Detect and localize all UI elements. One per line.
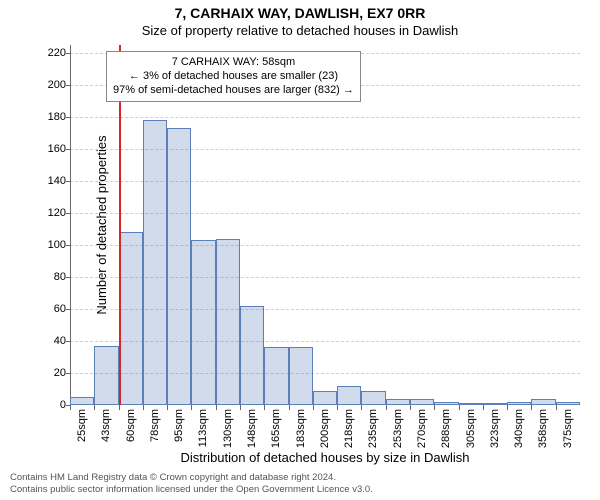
- gridline: [70, 117, 580, 118]
- histogram-bar: [240, 306, 264, 405]
- histogram-bar: [556, 402, 580, 405]
- y-tick-label: 80: [26, 271, 70, 283]
- info-line-2: ← 3% of detached houses are smaller (23): [113, 70, 354, 84]
- y-tick-label: 20: [26, 367, 70, 379]
- x-tick-label: 218sqm: [343, 409, 355, 448]
- x-tick-mark: [386, 405, 387, 410]
- histogram-bar: [119, 232, 143, 405]
- x-tick-mark: [240, 405, 241, 410]
- x-tick-label: 78sqm: [149, 409, 161, 442]
- x-tick-label: 253sqm: [392, 409, 404, 448]
- x-tick-mark: [459, 405, 460, 410]
- x-tick-mark: [531, 405, 532, 410]
- x-tick-label: 270sqm: [416, 409, 428, 448]
- x-tick-label: 305sqm: [465, 409, 477, 448]
- histogram-bar: [167, 128, 191, 405]
- histogram-bar: [483, 403, 507, 405]
- x-tick-label: 375sqm: [562, 409, 574, 448]
- footer-line-2: Contains public sector information licen…: [10, 484, 590, 496]
- histogram-bar: [434, 402, 458, 405]
- x-tick-label: 43sqm: [100, 409, 112, 442]
- x-tick-mark: [216, 405, 217, 410]
- info-line-3: 97% of semi-detached houses are larger (…: [113, 84, 354, 98]
- histogram-bar: [216, 239, 240, 405]
- y-tick-label: 0: [26, 399, 70, 411]
- histogram-bar: [191, 240, 215, 405]
- x-tick-mark: [483, 405, 484, 410]
- y-tick-label: 120: [26, 207, 70, 219]
- histogram-bar: [264, 347, 288, 405]
- x-tick-label: 95sqm: [173, 409, 185, 442]
- histogram-bar: [313, 391, 337, 405]
- y-tick-label: 60: [26, 303, 70, 315]
- x-tick-mark: [507, 405, 508, 410]
- x-tick-label: 183sqm: [295, 409, 307, 448]
- x-tick-label: 323sqm: [489, 409, 501, 448]
- histogram-bar: [70, 397, 94, 405]
- histogram-bar: [289, 347, 313, 405]
- histogram-bar: [507, 402, 531, 405]
- footer: Contains HM Land Registry data © Crown c…: [10, 472, 590, 496]
- histogram-bar: [459, 403, 483, 405]
- y-tick-label: 220: [26, 47, 70, 59]
- histogram-bar: [361, 391, 385, 405]
- x-tick-mark: [167, 405, 168, 410]
- x-tick-mark: [70, 405, 71, 410]
- info-box: 7 CARHAIX WAY: 58sqm ← 3% of detached ho…: [106, 51, 361, 102]
- x-tick-mark: [434, 405, 435, 410]
- info-line-1: 7 CARHAIX WAY: 58sqm: [113, 56, 354, 70]
- x-tick-mark: [94, 405, 95, 410]
- histogram-bar: [386, 399, 410, 405]
- histogram-bar: [337, 386, 361, 405]
- x-tick-mark: [556, 405, 557, 410]
- x-tick-mark: [119, 405, 120, 410]
- histogram-bar: [531, 399, 555, 405]
- x-tick-mark: [264, 405, 265, 410]
- y-tick-label: 160: [26, 143, 70, 155]
- x-axis-label: Distribution of detached houses by size …: [70, 450, 580, 465]
- x-tick-label: 113sqm: [197, 409, 209, 447]
- histogram-bar: [94, 346, 118, 405]
- x-tick-mark: [410, 405, 411, 410]
- histogram-bar: [143, 120, 167, 405]
- plot-area: 02040608010012014016018020022025sqm43sqm…: [70, 45, 580, 405]
- y-tick-label: 180: [26, 111, 70, 123]
- x-tick-label: 165sqm: [270, 409, 282, 448]
- chart-title-line2: Size of property relative to detached ho…: [0, 23, 600, 38]
- x-tick-label: 60sqm: [125, 409, 137, 442]
- x-tick-mark: [143, 405, 144, 410]
- chart-container: 7, CARHAIX WAY, DAWLISH, EX7 0RR Size of…: [0, 0, 600, 500]
- footer-line-1: Contains HM Land Registry data © Crown c…: [10, 472, 590, 484]
- x-tick-mark: [337, 405, 338, 410]
- y-tick-label: 100: [26, 239, 70, 251]
- x-tick-label: 340sqm: [513, 409, 525, 448]
- x-tick-label: 148sqm: [246, 409, 258, 448]
- x-tick-mark: [191, 405, 192, 410]
- x-tick-label: 235sqm: [367, 409, 379, 448]
- y-tick-label: 140: [26, 175, 70, 187]
- chart-title-line1: 7, CARHAIX WAY, DAWLISH, EX7 0RR: [0, 5, 600, 21]
- x-tick-label: 200sqm: [319, 409, 331, 448]
- x-tick-label: 358sqm: [537, 409, 549, 448]
- x-tick-label: 130sqm: [222, 409, 234, 448]
- x-tick-mark: [361, 405, 362, 410]
- x-tick-label: 25sqm: [76, 409, 88, 442]
- x-tick-label: 288sqm: [440, 409, 452, 448]
- y-tick-label: 40: [26, 335, 70, 347]
- x-tick-mark: [313, 405, 314, 410]
- y-tick-label: 200: [26, 79, 70, 91]
- x-tick-mark: [289, 405, 290, 410]
- histogram-bar: [410, 399, 434, 405]
